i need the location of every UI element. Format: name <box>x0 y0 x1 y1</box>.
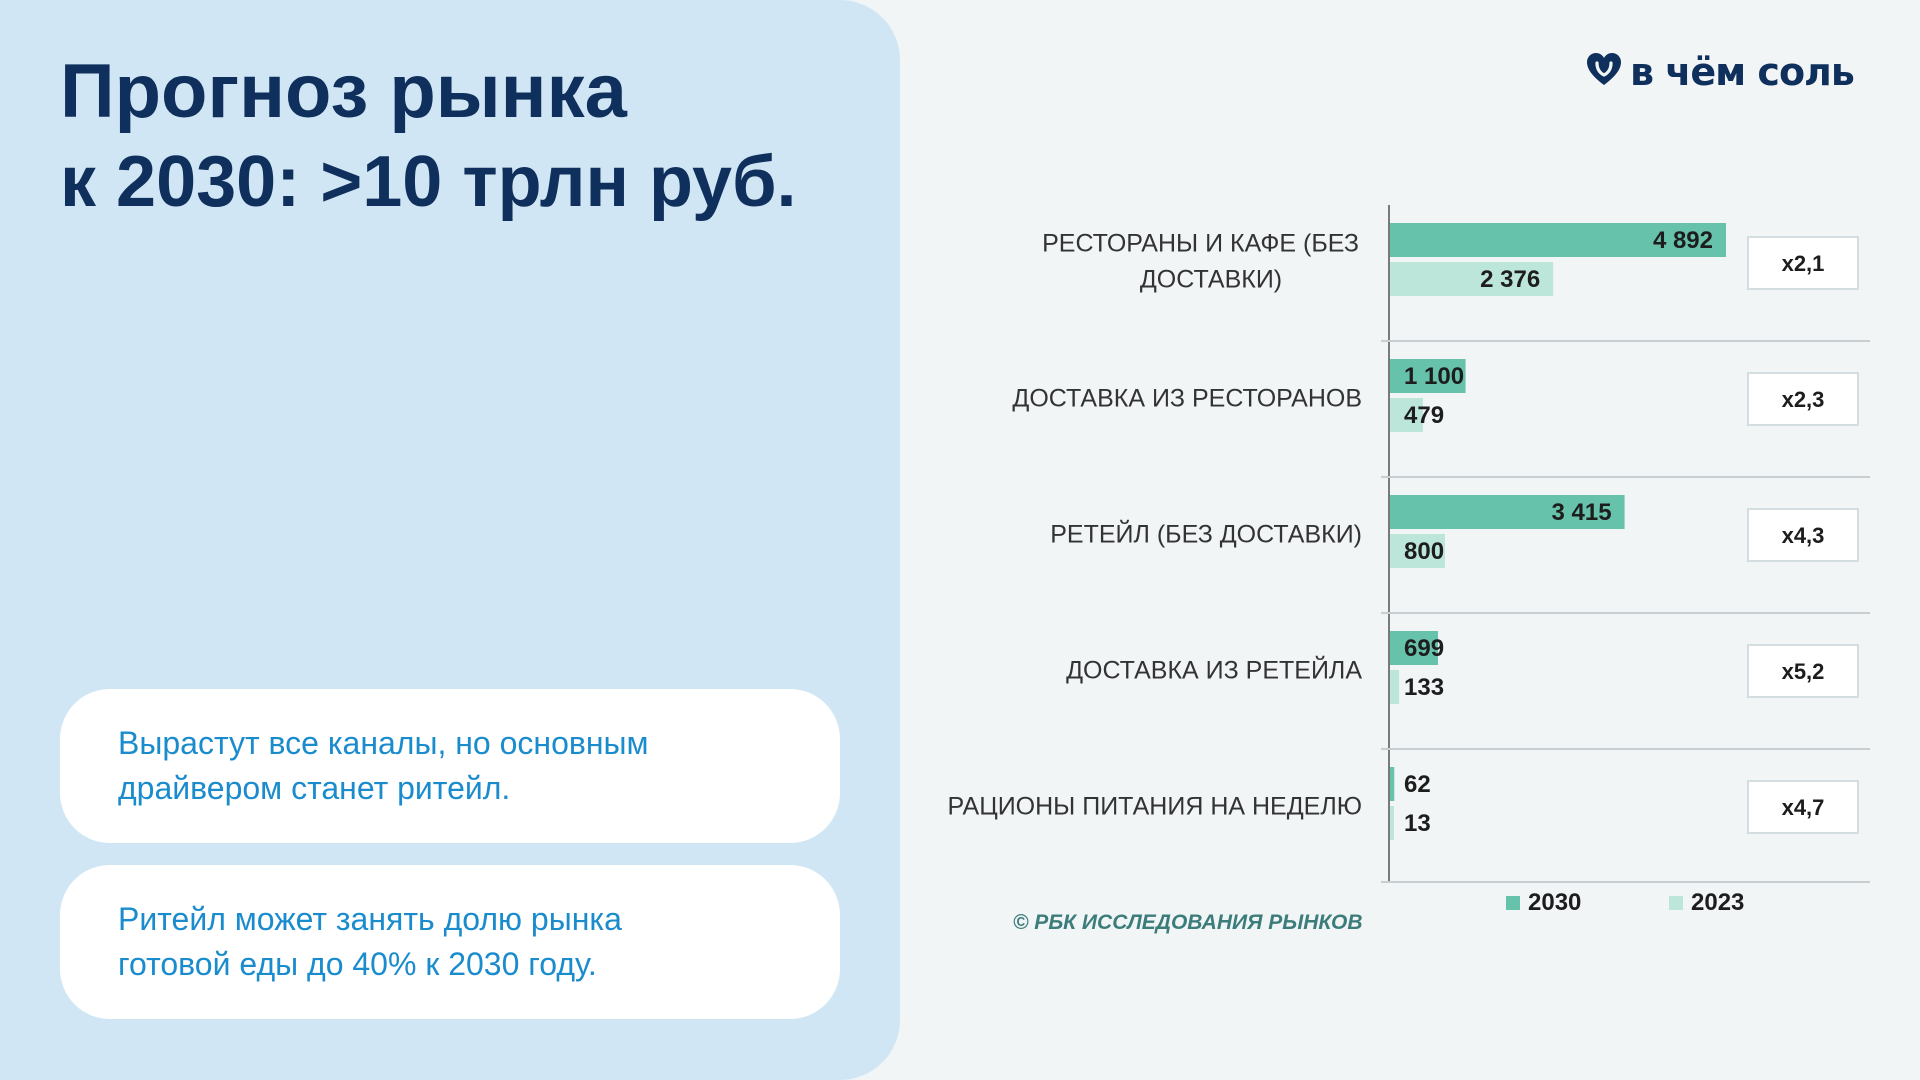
category-label-4: ДОСТАВКА ИЗ РЕТЕЙЛА <box>1066 655 1362 685</box>
heart-icon <box>1586 52 1622 93</box>
bar-chart: 4 892 2 376 РЕСТОРАНЫ И КАФЕ (БЕЗ ДОСТАВКИ)… <box>948 205 1870 916</box>
page-title: Прогноз рынка к 2030: >10 трлн руб. <box>60 46 797 226</box>
category-label-2: ДОСТАВКА ИЗ РЕСТОРАНОВ <box>1012 385 1362 413</box>
multiplier-box-2 <box>1747 372 1859 426</box>
category-label-1: РЕСТОРАНЫ И КАФЕ (БЕЗ ДОСТАВКИ) <box>1042 230 1359 294</box>
title-line-1: Прогноз рынка <box>60 49 627 134</box>
bar-2030-5 <box>1390 767 1395 801</box>
multiplier-box-1 <box>1747 236 1859 290</box>
brand-logo: в чём соль <box>1586 50 1855 94</box>
category-label-3: РЕТЕЙЛ (БЕЗ ДОСТАВКИ) <box>1050 519 1362 549</box>
multiplier-label-3: x4,3 <box>1782 523 1825 548</box>
legend-swatch-2023 <box>1669 896 1683 910</box>
multiplier-box-3 <box>1747 508 1859 562</box>
insight-card-2: Ритейл может занять долю рынка готовой е… <box>60 865 840 1019</box>
multiplier-label-5: x4,7 <box>1782 795 1825 820</box>
bar-2023-4 <box>1390 670 1400 704</box>
source-credit: © РБК ИССЛЕДОВАНИЯ РЫНКОВ <box>1013 911 1363 934</box>
bar-2023-5 <box>1390 806 1394 840</box>
insight-card-2-text: Ритейл может занять долю рынка готовой е… <box>118 901 622 982</box>
multiplier-box-5 <box>1747 780 1859 834</box>
category-label-1-line-2: ДОСТАВКИ) <box>1140 266 1282 294</box>
legend-swatch-2030 <box>1506 896 1520 910</box>
multiplier-label-1: x2,1 <box>1782 251 1825 276</box>
data-label-2023-3: 800 <box>1404 538 1444 565</box>
bar-2023-3 <box>1390 534 1445 568</box>
data-label-2030-5: 62 <box>1404 771 1431 798</box>
logo-text: в чём соль <box>1630 50 1855 94</box>
legend-label-2023: 2023 <box>1691 889 1744 916</box>
bar-2030-2 <box>1390 359 1466 393</box>
data-label-2030-3: 3 415 <box>1551 499 1611 526</box>
data-label-2030-4: 699 <box>1404 635 1444 662</box>
legend-label-2030: 2030 <box>1528 889 1581 916</box>
data-label-2023-4: 133 <box>1404 674 1444 701</box>
category-label-5: РАЦИОНЫ ПИТАНИЯ НА НЕДЕЛЮ <box>948 793 1362 821</box>
insight-card-1-text: Вырастут все каналы, но основным драйвер… <box>118 725 649 806</box>
bar-2030-1 <box>1390 223 1726 257</box>
multiplier-box-4 <box>1747 644 1859 698</box>
bar-2023-1 <box>1390 262 1554 296</box>
data-label-2023-2: 479 <box>1404 402 1444 429</box>
data-label-2030-2: 1 100 <box>1404 363 1464 390</box>
category-label-1-line-1: РЕСТОРАНЫ И КАФЕ (БЕЗ <box>1042 230 1359 258</box>
data-label-2023-5: 13 <box>1404 810 1431 837</box>
insight-card-1: Вырастут все каналы, но основным драйвер… <box>60 689 840 843</box>
data-label-2023-1: 2 376 <box>1480 266 1540 293</box>
data-label-2030-1: 4 892 <box>1653 227 1713 254</box>
bar-2030-4 <box>1390 631 1439 665</box>
multiplier-label-2: x2,3 <box>1782 387 1825 412</box>
title-line-2: к 2030: >10 трлн руб. <box>60 142 797 223</box>
bar-2030-3 <box>1390 495 1625 529</box>
multiplier-label-4: x5,2 <box>1782 659 1825 684</box>
bar-2023-2 <box>1390 398 1423 432</box>
